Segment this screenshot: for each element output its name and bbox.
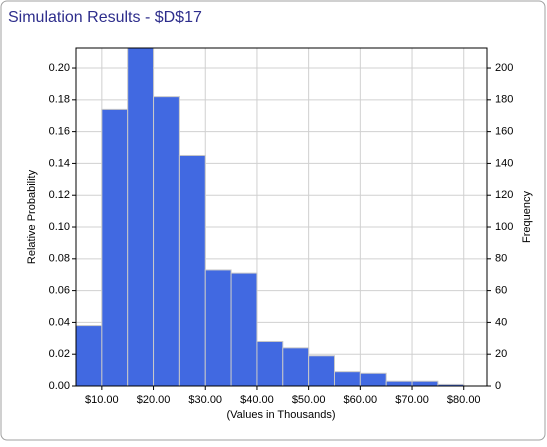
bar xyxy=(256,340,284,386)
x-tick-label: $80.00 xyxy=(447,394,481,406)
y-tick-label: 0.12 xyxy=(49,189,70,201)
y-tick-label: 0.16 xyxy=(49,126,70,138)
y2-tick-label: 20 xyxy=(495,348,507,360)
y2-tick-label: 160 xyxy=(495,126,513,138)
y2-tick-label: 80 xyxy=(495,253,507,265)
y2-tick-label: 200 xyxy=(495,62,513,74)
bar xyxy=(101,108,129,386)
y-tick-label: 0.06 xyxy=(49,285,70,297)
bar xyxy=(385,380,413,386)
chart-title: Simulation Results - $D$17 xyxy=(8,9,202,26)
y2-tick-label: 60 xyxy=(495,285,507,297)
x-tick-label: $20.00 xyxy=(137,394,171,406)
y-tick-label: 0.18 xyxy=(49,94,70,106)
bar xyxy=(204,269,232,386)
x-tick-label: $50.00 xyxy=(292,394,326,406)
y-tick-label: 0.02 xyxy=(49,348,70,360)
y2-tick-label: 140 xyxy=(495,157,513,169)
bar xyxy=(411,380,439,386)
plot-area xyxy=(76,48,487,386)
y2-tick-label: 40 xyxy=(495,316,507,328)
y-axis-label: Relative Probability xyxy=(26,169,38,264)
y2-tick-label: 180 xyxy=(495,94,513,106)
bar xyxy=(308,355,335,386)
bar xyxy=(178,154,206,386)
y2-tick-label: 0 xyxy=(495,380,501,392)
bar xyxy=(359,372,387,386)
x-tick-label: $10.00 xyxy=(85,394,119,406)
bar xyxy=(153,96,180,386)
y-tick-label: 0.10 xyxy=(49,221,70,233)
x-tick-label: $30.00 xyxy=(188,394,222,406)
y2-tick-label: 120 xyxy=(495,189,513,201)
x-axis-label: (Values in Thousands) xyxy=(226,409,335,421)
y-tick-label: 0.08 xyxy=(49,253,70,265)
x-tick-label: $60.00 xyxy=(344,394,378,406)
y-tick-label: 0.14 xyxy=(49,157,70,169)
y-tick-label: 0.20 xyxy=(49,62,70,74)
bar xyxy=(282,347,310,386)
x-tick-label: $40.00 xyxy=(240,394,274,406)
y2-axis-label: Frequency xyxy=(521,191,533,243)
y-tick-label: 0.04 xyxy=(49,316,70,328)
y2-tick-label: 100 xyxy=(495,221,513,233)
bar xyxy=(76,325,103,386)
bar xyxy=(127,48,155,386)
x-tick-label: $70.00 xyxy=(395,394,429,406)
y-tick-label: 0.00 xyxy=(49,380,70,392)
bar xyxy=(333,371,361,386)
bar xyxy=(230,272,258,386)
plot-border xyxy=(75,47,488,387)
